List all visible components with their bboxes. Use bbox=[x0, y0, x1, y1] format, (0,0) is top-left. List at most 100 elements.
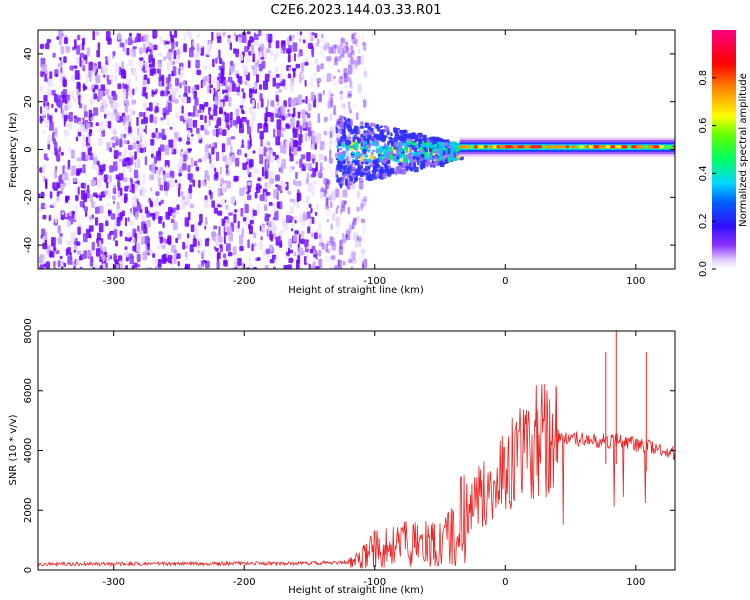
spectrogram-cell bbox=[285, 124, 291, 129]
spectrogram-cell bbox=[142, 34, 148, 42]
spectrogram-cell bbox=[341, 47, 345, 57]
spectrogram-cell bbox=[151, 68, 157, 74]
spectrogram-cell bbox=[390, 171, 395, 174]
spectrogram-cell bbox=[136, 232, 141, 241]
spectrogram-cell bbox=[252, 209, 257, 216]
spectrogram-cell bbox=[344, 234, 349, 239]
spectrogram-cell bbox=[241, 139, 244, 147]
spectrogram-cell bbox=[317, 133, 322, 144]
spectrogram-cell bbox=[317, 92, 322, 103]
spectrogram-cell bbox=[185, 251, 188, 258]
spectrogram-cell bbox=[258, 30, 262, 37]
spectrogram-cell bbox=[367, 134, 372, 140]
spectrogram-cell bbox=[73, 265, 76, 269]
spectrogram-cell bbox=[61, 184, 64, 192]
spectrogram-cell bbox=[46, 39, 52, 44]
spectrogram-cell bbox=[131, 99, 137, 105]
spectrogram-cell bbox=[287, 108, 290, 113]
spectrogram-cell bbox=[98, 164, 104, 173]
spectrogram-cell bbox=[331, 212, 336, 221]
spectrogram-cell bbox=[186, 141, 191, 145]
spectrogram-cell bbox=[83, 54, 88, 60]
spectrogram-cell bbox=[266, 111, 272, 118]
spectrogram-cell bbox=[247, 166, 250, 175]
spectrogram-cell bbox=[49, 121, 54, 131]
spectrogram-cell bbox=[108, 209, 111, 217]
spectrogram-cell bbox=[169, 59, 174, 68]
spectrogram-cell bbox=[127, 144, 133, 151]
spectrogram-cell bbox=[241, 108, 244, 114]
spectrogram-cell bbox=[312, 180, 317, 185]
spectrogram-cell bbox=[253, 86, 257, 90]
spectrogram-cell bbox=[648, 145, 654, 149]
spectrogram-cell bbox=[342, 131, 346, 137]
spectrogram-cell bbox=[135, 158, 141, 168]
spectrogram-cell bbox=[118, 158, 124, 162]
spectrogram-cell bbox=[413, 149, 417, 152]
spectrogram-cell bbox=[156, 150, 161, 161]
spectrogram-cell bbox=[109, 147, 112, 153]
spectrogram-cell bbox=[360, 198, 366, 208]
spectrogram-cell bbox=[100, 106, 104, 112]
spectrogram-cell bbox=[256, 74, 259, 83]
spectrogram-cell bbox=[578, 145, 584, 149]
spectrogram-cell bbox=[144, 206, 149, 214]
spectrogram-cell bbox=[442, 156, 445, 163]
spectrogram-cell bbox=[65, 130, 70, 136]
spectrogram-cell bbox=[130, 155, 134, 165]
spectrogram-cell bbox=[259, 241, 263, 250]
spectrogram-cell bbox=[346, 136, 352, 140]
spectrogram-cell bbox=[198, 179, 201, 188]
spectrogram-cell bbox=[281, 132, 284, 138]
spectrogram-cell bbox=[124, 193, 128, 202]
spectrogram-cell bbox=[337, 44, 342, 55]
spectrogram-cell bbox=[336, 137, 339, 142]
spectrogram-cell bbox=[183, 112, 188, 120]
spectrogram-cell bbox=[227, 205, 231, 212]
spectrogram-cell bbox=[101, 129, 106, 137]
spectrogram-cell bbox=[104, 215, 107, 221]
spectrogram-cell bbox=[171, 146, 174, 153]
spectrogram-cell bbox=[139, 147, 144, 153]
spectrogram-cell bbox=[292, 139, 298, 148]
spectrogram-cell bbox=[351, 252, 356, 260]
spectrogram-cell bbox=[305, 195, 310, 205]
spectrogram-cell bbox=[320, 63, 324, 70]
spectrogram-cell bbox=[176, 253, 181, 259]
x-tick-label: 100 bbox=[626, 577, 645, 588]
spectrogram-cell bbox=[273, 104, 278, 114]
spectrogram-cell bbox=[393, 137, 396, 142]
spectrogram-cell bbox=[242, 92, 246, 99]
spectrogram-cell bbox=[350, 38, 355, 42]
spectrogram-cell bbox=[288, 249, 294, 254]
spectrogram-cell bbox=[121, 61, 125, 71]
spectrogram-cell bbox=[49, 250, 53, 258]
spectrogram-cell bbox=[85, 154, 90, 161]
spectrogram-cell bbox=[172, 214, 176, 219]
spectrogram-cell bbox=[43, 175, 46, 183]
spectrogram-cell bbox=[79, 124, 85, 132]
spectrogram-cell bbox=[77, 226, 81, 235]
spectrogram-cell bbox=[420, 154, 425, 158]
spectrogram-cell bbox=[379, 154, 383, 158]
spectrogram-cell bbox=[159, 80, 163, 88]
spectrogram-cell bbox=[152, 253, 156, 258]
spectrogram-cell bbox=[323, 189, 327, 198]
spectrogram-cell bbox=[239, 187, 244, 196]
spectrogram-cell bbox=[265, 248, 270, 255]
spectrogram-cell bbox=[229, 118, 233, 128]
spectrogram-cell bbox=[59, 179, 64, 184]
spectrogram-cell bbox=[545, 145, 553, 149]
spectrogram-cell bbox=[289, 216, 294, 221]
spectrogram-cell bbox=[139, 47, 143, 55]
spectrogram-cell bbox=[248, 255, 251, 262]
spectrogram-cell bbox=[113, 200, 116, 205]
spectrogram-cell bbox=[338, 77, 344, 85]
spectrogram-cell bbox=[222, 31, 226, 36]
spectrogram-cell bbox=[290, 228, 294, 232]
spectrogram-cell bbox=[136, 140, 140, 145]
spectrogram-cell bbox=[275, 40, 280, 49]
spectrogram-cell bbox=[340, 126, 345, 130]
spectrogram-cell bbox=[351, 33, 354, 40]
spectrogram-cell bbox=[182, 163, 187, 171]
